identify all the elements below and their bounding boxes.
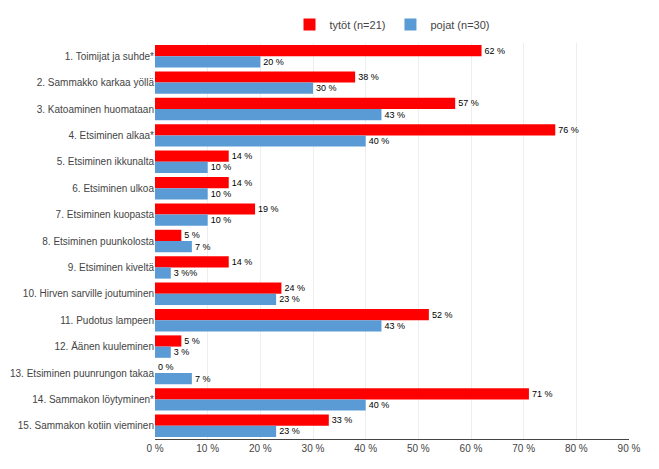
svg-text:5. Etsiminen ikkunalta: 5. Etsiminen ikkunalta: [57, 156, 155, 167]
svg-text:23 %: 23 %: [279, 426, 300, 436]
svg-text:10 %: 10 %: [196, 443, 219, 454]
svg-text:33 %: 33 %: [332, 415, 353, 425]
svg-text:76 %: 76 %: [558, 125, 579, 135]
svg-text:12. Äänen kuuleminen: 12. Äänen kuuleminen: [54, 341, 154, 352]
svg-text:30 %: 30 %: [302, 443, 325, 454]
svg-text:57 %: 57 %: [458, 98, 479, 108]
svg-text:90 %: 90 %: [618, 443, 641, 454]
svg-text:23 %: 23 %: [279, 294, 300, 304]
svg-text:50 %: 50 %: [407, 443, 430, 454]
svg-text:7 %: 7 %: [195, 374, 211, 384]
svg-text:80 %: 80 %: [565, 443, 588, 454]
svg-text:13. Etsiminen puunrungon takaa: 13. Etsiminen puunrungon takaa: [10, 368, 154, 379]
svg-text:43 %: 43 %: [384, 110, 405, 120]
svg-text:6. Etsiminen ulkoa: 6. Etsiminen ulkoa: [72, 183, 154, 194]
svg-text:38 %: 38 %: [358, 72, 379, 82]
svg-text:40 %: 40 %: [369, 400, 390, 410]
svg-text:10 %: 10 %: [211, 162, 232, 172]
svg-text:30 %: 30 %: [316, 83, 337, 93]
svg-text:5 %: 5 %: [184, 336, 200, 346]
svg-text:14. Sammakon löytyminen*: 14. Sammakon löytyminen*: [32, 394, 154, 405]
svg-text:62 %: 62 %: [485, 46, 506, 56]
svg-text:pojat (n=30): pojat (n=30): [430, 19, 489, 31]
svg-text:2. Sammakko karkaa yöllä: 2. Sammakko karkaa yöllä: [37, 77, 155, 88]
svg-text:14 %: 14 %: [232, 151, 253, 161]
svg-text:71 %: 71 %: [532, 389, 553, 399]
svg-text:60 %: 60 %: [460, 443, 483, 454]
svg-text:3 %%: 3 %%: [174, 268, 198, 278]
svg-text:10 %: 10 %: [211, 189, 232, 199]
svg-text:5 %: 5 %: [184, 230, 200, 240]
svg-text:7 %: 7 %: [195, 242, 211, 252]
svg-text:11. Pudotus lampeen: 11. Pudotus lampeen: [60, 315, 154, 326]
svg-text:52 %: 52 %: [432, 310, 453, 320]
svg-text:15. Sammakon kotiin vieminen: 15. Sammakon kotiin vieminen: [18, 420, 154, 431]
svg-text:1. Toimijat ja suhde*: 1. Toimijat ja suhde*: [65, 51, 154, 62]
svg-text:43 %: 43 %: [384, 321, 405, 331]
svg-text:0 %: 0 %: [146, 443, 163, 454]
svg-text:tytöt (n=21): tytöt (n=21): [330, 19, 386, 31]
svg-text:40 %: 40 %: [354, 443, 377, 454]
svg-text:20 %: 20 %: [263, 57, 284, 67]
svg-text:3. Katoaminen huomataan: 3. Katoaminen huomataan: [37, 104, 154, 115]
svg-text:19 %: 19 %: [258, 204, 279, 214]
svg-text:70 %: 70 %: [512, 443, 535, 454]
svg-text:4. Etsiminen alkaa*: 4. Etsiminen alkaa*: [68, 130, 154, 141]
svg-text:8. Etsiminen puunkolosta: 8. Etsiminen puunkolosta: [42, 236, 154, 247]
svg-text:0 %: 0 %: [158, 362, 174, 372]
svg-text:10. Hirven sarville joutuminen: 10. Hirven sarville joutuminen: [23, 288, 154, 299]
svg-text:7. Etsiminen kuopasta: 7. Etsiminen kuopasta: [56, 209, 155, 220]
svg-text:24 %: 24 %: [284, 283, 305, 293]
svg-text:20 %: 20 %: [249, 443, 272, 454]
svg-text:14 %: 14 %: [232, 257, 253, 267]
svg-text:40 %: 40 %: [369, 136, 390, 146]
svg-text:14 %: 14 %: [232, 178, 253, 188]
svg-text:9. Etsiminen kiveltä: 9. Etsiminen kiveltä: [68, 262, 155, 273]
svg-text:10 %: 10 %: [211, 215, 232, 225]
svg-text:3 %: 3 %: [174, 347, 190, 357]
